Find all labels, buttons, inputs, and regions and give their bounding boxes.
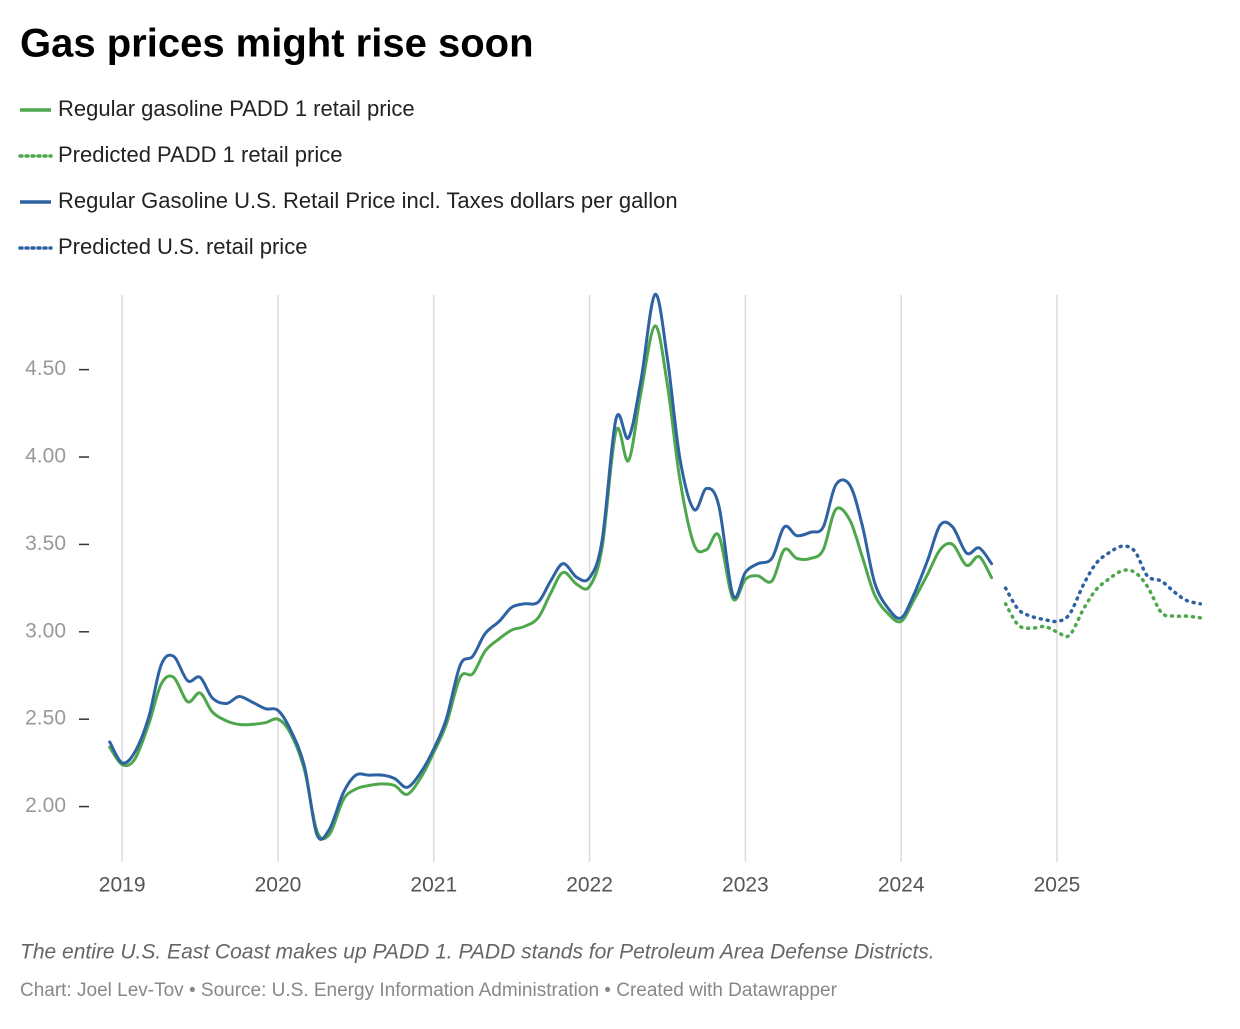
- y-tick-label: 3.00: [25, 619, 66, 642]
- series-line: [108, 292, 994, 841]
- chart-credit: Chart: Joel Lev-Tov • Source: U.S. Energ…: [20, 980, 838, 1001]
- x-tick-label: 2021: [410, 874, 457, 897]
- x-tick-label: 2020: [255, 874, 302, 897]
- y-tick-label: 3.50: [25, 532, 66, 555]
- y-tick-label: 2.00: [25, 794, 66, 817]
- x-tick-label: 2025: [1034, 874, 1081, 897]
- legend-label: Regular gasoline PADD 1 retail price: [58, 96, 415, 121]
- legend-label: Predicted PADD 1 retail price: [58, 142, 343, 167]
- x-tick-label: 2024: [878, 874, 925, 897]
- legend-label: Predicted U.S. retail price: [58, 234, 307, 259]
- legend-label: Regular Gasoline U.S. Retail Price incl.…: [58, 188, 678, 213]
- chart-notes: The entire U.S. East Coast makes up PADD…: [20, 941, 935, 964]
- y-tick-label: 4.50: [25, 357, 66, 380]
- x-tick-label: 2019: [99, 874, 146, 897]
- series-line: [1003, 568, 1203, 639]
- chart-title: Gas prices might rise soon: [20, 22, 534, 66]
- y-tick-label: 2.50: [25, 707, 66, 730]
- y-tick-label: 4.00: [25, 445, 66, 468]
- series-line: [108, 324, 994, 841]
- series-line: [1003, 544, 1203, 624]
- x-tick-label: 2022: [566, 874, 613, 897]
- x-tick-label: 2023: [722, 874, 769, 897]
